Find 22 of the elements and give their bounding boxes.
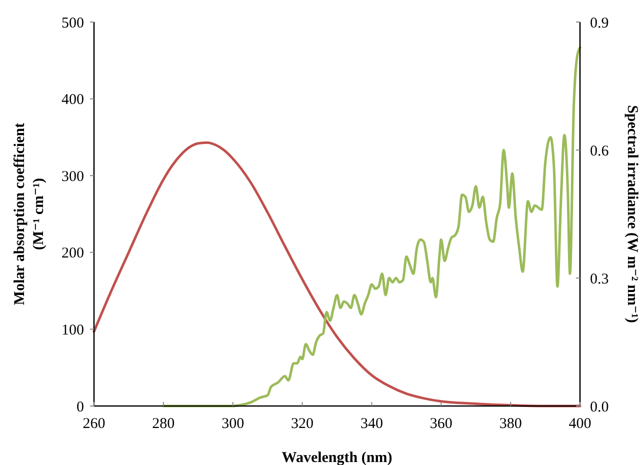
y2-tick-label: 0.0 bbox=[590, 399, 609, 416]
y2-tick-label: 0.6 bbox=[590, 143, 610, 160]
x-axis-title: Wavelength (nm) bbox=[282, 450, 392, 465]
line-series bbox=[162, 46, 582, 408]
x-tick-label: 360 bbox=[430, 416, 452, 432]
x-tick-label: 320 bbox=[291, 416, 314, 432]
y-tick-label: 400 bbox=[62, 92, 84, 108]
y-tick-label: 100 bbox=[62, 322, 84, 338]
x-tick-label: 400 bbox=[568, 416, 592, 432]
y-tick-label: 300 bbox=[62, 168, 84, 185]
y2-tick-label: 0.3 bbox=[590, 271, 609, 288]
y2-axis-title: Spectral irradiance (W m⁻² nm⁻¹) bbox=[624, 105, 640, 323]
x-tick-label: 300 bbox=[222, 416, 244, 432]
y-tick-label: 200 bbox=[62, 246, 84, 262]
y2-tick-label: 0.9 bbox=[590, 15, 609, 32]
x-tick-label: 260 bbox=[82, 416, 106, 432]
x-tick-label: 340 bbox=[360, 416, 383, 432]
y-axis-title: Molar absorption coefficient (M⁻¹ cm⁻¹) bbox=[12, 122, 47, 306]
y-tick-label: 0 bbox=[76, 399, 84, 416]
y-tick-label: 500 bbox=[62, 15, 84, 32]
x-tick-label: 280 bbox=[152, 416, 175, 432]
x-tick-label: 380 bbox=[499, 416, 522, 432]
